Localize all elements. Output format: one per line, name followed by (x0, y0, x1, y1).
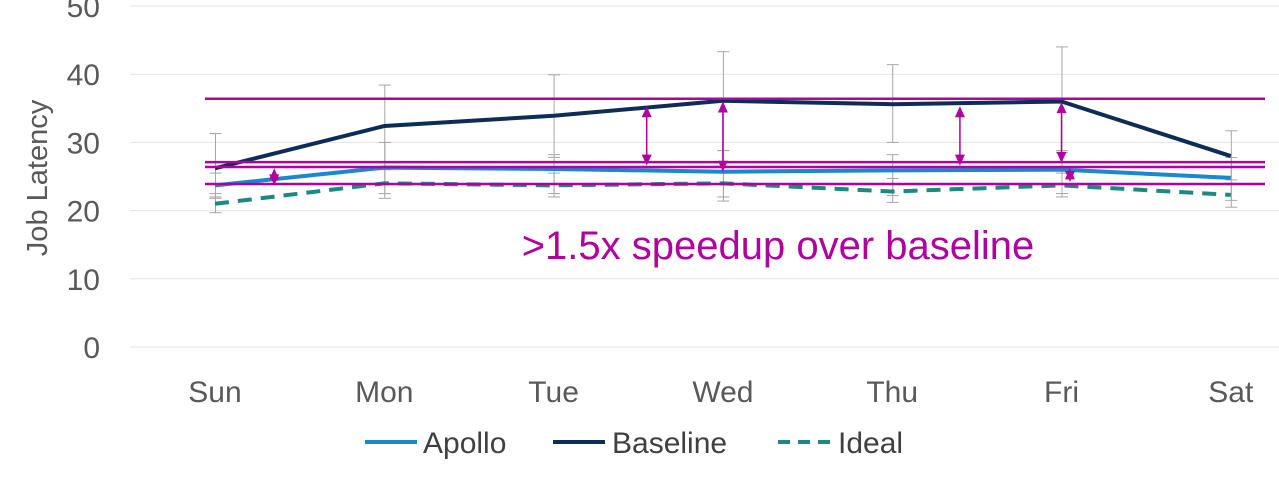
arrow-head (642, 155, 652, 166)
legend-label-apollo: Apollo (423, 427, 506, 460)
x-tick-label: Thu (866, 376, 918, 409)
arrow-head (955, 106, 965, 117)
x-tick-label: Fri (1044, 376, 1079, 409)
y-tick-label: 30 (67, 127, 100, 160)
x-tick-label: Tue (528, 376, 579, 409)
y-axis-ticks: 0 10 20 30 40 50 (67, 0, 100, 365)
y-tick-label: 50 (67, 0, 100, 24)
y-tick-label: 40 (67, 59, 100, 92)
legend: Apollo Baseline Ideal (365, 427, 903, 460)
y-tick-label: 10 (67, 264, 100, 297)
x-tick-label: Wed (692, 376, 753, 409)
y-axis-label: Job Latency (22, 99, 54, 256)
x-tick-label: Sat (1208, 376, 1254, 409)
speedup-annotation-text: >1.5x speedup over baseline (522, 224, 1035, 268)
x-tick-label: Mon (355, 376, 413, 409)
y-tick-label: 20 (67, 196, 100, 229)
arrow-head (955, 155, 965, 166)
legend-label-baseline: Baseline (612, 427, 727, 460)
x-axis-ticks: Sun Mon Tue Wed Thu Fri Sat (188, 376, 1254, 409)
legend-label-ideal: Ideal (838, 427, 903, 460)
arrow-head (718, 101, 728, 112)
x-tick-label: Sun (188, 376, 241, 409)
y-tick-label: 0 (83, 332, 100, 365)
